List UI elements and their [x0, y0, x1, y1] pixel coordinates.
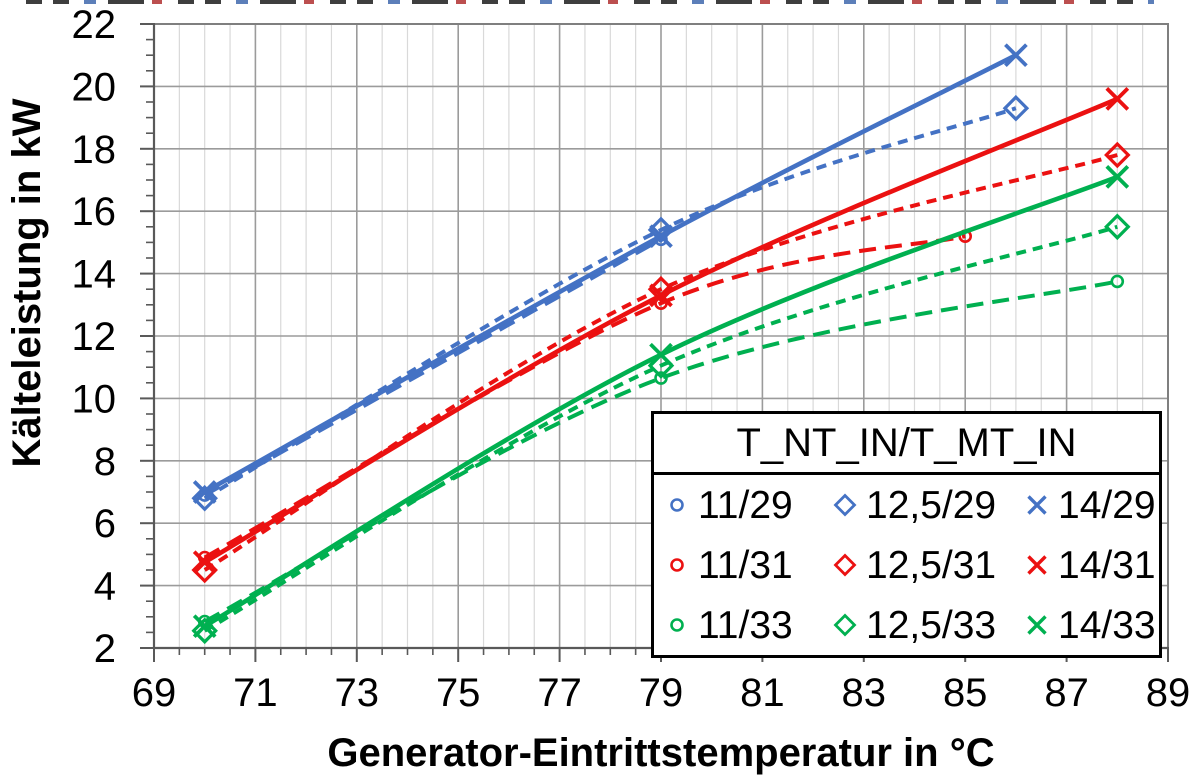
y-tick-label: 2 [94, 627, 116, 671]
diamond-marker-icon [833, 553, 857, 577]
x-marker-icon [1027, 555, 1047, 575]
x-marker-icon [192, 550, 217, 575]
legend-entry-label: 14/29 [1058, 483, 1156, 527]
legend-entry-label: 11/31 [698, 543, 793, 587]
x-tick-label: 87 [1044, 671, 1089, 715]
legend-rows: 11/29 12,5/29 14/29 11/31 12,5/31 14/31 11/33 1… [654, 475, 1159, 655]
legend-entry-14-31: 14/31 [1020, 546, 1159, 585]
y-tick-label: 20 [72, 65, 117, 109]
legend-entry-11-29: 11/29 [660, 486, 828, 525]
series-14-31 [192, 87, 1130, 575]
x-axis-title: Generator-Eintrittstemperatur in °C [327, 731, 995, 775]
x-tick-labels: 69 71 73 75 77 79 81 83 85 87 89 [132, 671, 1191, 715]
legend-entry-label: 12,5/29 [866, 483, 997, 527]
x-marker-icon [192, 480, 217, 504]
diamond-marker-icon [833, 493, 857, 517]
x-tick-label: 79 [639, 671, 684, 715]
y-tick-label: 8 [94, 440, 116, 484]
x-marker-icon [1105, 87, 1130, 111]
circle-marker-icon [670, 558, 684, 572]
x-tick-label: 85 [943, 671, 988, 715]
x-tick-label: 81 [740, 671, 785, 715]
diamond-marker-icon [191, 556, 218, 584]
legend-entry-12-5-33: 12,5/33 [828, 606, 1020, 645]
diamond-marker-icon [1104, 141, 1131, 169]
x-tick-label: 71 [233, 671, 278, 715]
circle-marker-icon [1110, 274, 1125, 289]
legend-entry-11-33: 11/33 [660, 606, 828, 645]
y-tick-label: 22 [72, 3, 117, 47]
y-tick-labels: 2 4 6 8 10 12 14 16 18 20 22 [72, 3, 117, 671]
legend-entry-12-5-31: 12,5/31 [828, 546, 1020, 585]
y-axis-title: Kälteleistung in kW [5, 98, 49, 468]
diamond-marker-icon [191, 617, 218, 645]
x-marker-icon [1027, 615, 1047, 635]
circle-marker-icon [654, 371, 668, 385]
series-14-33 [192, 165, 1130, 639]
legend-entry-12-5-29: 12,5/29 [828, 486, 1020, 525]
y-tick-label: 10 [72, 377, 117, 421]
x-marker-icon [649, 283, 673, 308]
y-tick-label: 18 [72, 128, 117, 172]
legend-entry-label: 14/33 [1058, 603, 1156, 647]
y-tick-label: 16 [72, 190, 117, 234]
legend-entry-label: 11/29 [698, 483, 793, 527]
y-tick-label: 12 [72, 315, 117, 359]
legend-entry-label: 12,5/31 [866, 543, 997, 587]
diamond-marker-icon [191, 484, 218, 512]
x-marker-icon [192, 614, 217, 639]
legend-row: 11/31 12,5/31 14/31 [654, 535, 1159, 595]
y-tick-label: 6 [94, 502, 116, 546]
legend-title: T_NT_IN/T_MT_IN [654, 414, 1159, 475]
x-tick-label: 77 [537, 671, 582, 715]
legend-entry-14-29: 14/29 [1020, 486, 1159, 525]
x-marker-icon [1004, 43, 1028, 68]
legend-entry-label: 11/33 [698, 603, 793, 647]
series-14-29 [192, 43, 1028, 504]
diamond-marker-icon [1104, 213, 1131, 241]
legend: T_NT_IN/T_MT_IN 11/29 12,5/29 14/29 11/31 12… [651, 411, 1162, 658]
x-marker-icon [1027, 495, 1047, 515]
diamond-marker-icon [833, 613, 857, 637]
x-marker-icon [649, 342, 673, 367]
circle-marker-icon [670, 498, 684, 512]
x-marker-icon [1105, 165, 1130, 189]
circle-marker-icon [670, 618, 684, 632]
x-tick-label: 75 [436, 671, 481, 715]
legend-entry-label: 14/31 [1058, 543, 1156, 587]
y-tick-label: 14 [72, 253, 117, 297]
legend-row: 11/29 12,5/29 14/29 [654, 475, 1159, 535]
legend-entry-11-31: 11/31 [660, 546, 828, 585]
legend-entry-14-33: 14/33 [1020, 606, 1159, 645]
legend-row: 11/33 12,5/33 14/33 [654, 595, 1159, 655]
legend-entry-label: 12,5/33 [866, 603, 997, 647]
x-tick-label: 73 [335, 671, 380, 715]
cropped-text-artifact [26, 0, 1154, 4]
y-tick-label: 4 [94, 565, 116, 609]
x-tick-label: 69 [132, 671, 177, 715]
x-tick-label: 89 [1146, 671, 1191, 715]
x-tick-label: 83 [842, 671, 887, 715]
diamond-marker-icon [1002, 94, 1030, 122]
x-marker-icon [649, 224, 673, 249]
